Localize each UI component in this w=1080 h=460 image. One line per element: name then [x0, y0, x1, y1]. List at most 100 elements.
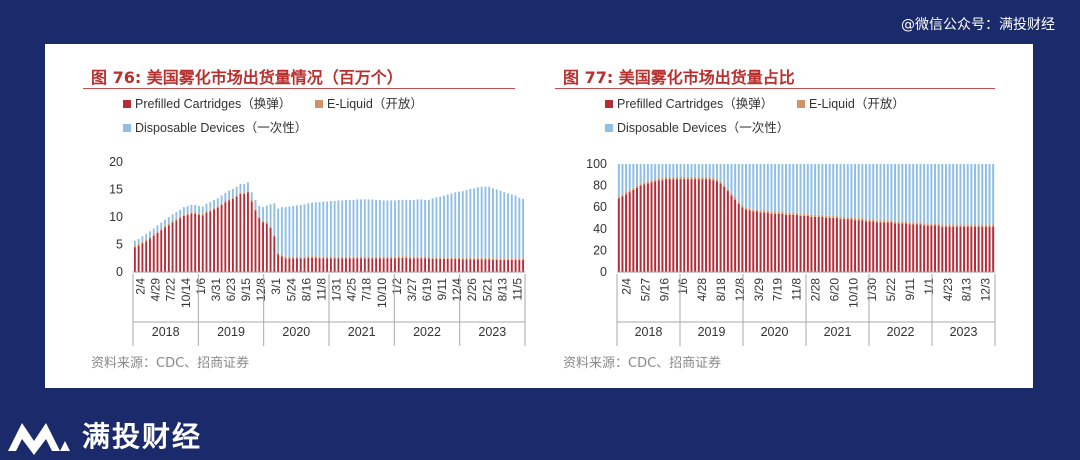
bar-disposable-devices-85 — [454, 192, 457, 258]
x-tick-label-19: 12/3 — [979, 278, 993, 302]
bar-e-liquid-40 — [284, 256, 287, 259]
bar-e-liquid-11 — [657, 178, 660, 181]
bar-e-liquid-36 — [269, 226, 272, 228]
bar-disposable-devices-80 — [435, 197, 438, 258]
y-tick-label-5: 100 — [586, 157, 607, 171]
bar-prefilled-cartridges-23 — [701, 179, 704, 272]
bar-prefilled-cartridges-62 — [367, 258, 370, 272]
bar-e-liquid-3 — [628, 189, 631, 193]
bar-e-liquid-25 — [708, 176, 711, 180]
bar-prefilled-cartridges-102 — [518, 259, 521, 272]
bar-e-liquid-62 — [843, 216, 846, 220]
bar-e-liquid-43 — [296, 256, 298, 259]
bar-e-liquid-42 — [292, 256, 295, 259]
bar-disposable-devices-15 — [190, 204, 193, 213]
bar-disposable-devices-53 — [810, 164, 813, 215]
bar-prefilled-cartridges-24 — [705, 179, 708, 272]
bar-e-liquid-0 — [133, 245, 136, 248]
bar-disposable-devices-32 — [734, 164, 737, 198]
bar-disposable-devices-103 — [992, 164, 995, 225]
bar-e-liquid-50 — [322, 256, 325, 259]
bar-prefilled-cartridges-19 — [205, 212, 208, 272]
bar-prefilled-cartridges-55 — [817, 216, 820, 272]
year-label-5: 2023 — [478, 325, 506, 339]
bar-prefilled-cartridges-72 — [405, 257, 408, 272]
bar-e-liquid-102 — [988, 224, 991, 227]
watermark-wechat: @微信公众号：满投财经 — [901, 17, 1055, 33]
bar-e-liquid-90 — [944, 224, 947, 227]
bar-e-liquid-84 — [450, 257, 453, 259]
bar-prefilled-cartridges-21 — [213, 209, 215, 272]
bar-disposable-devices-98 — [503, 192, 506, 259]
bar-prefilled-cartridges-81 — [912, 224, 915, 272]
bar-disposable-devices-99 — [507, 193, 509, 259]
bar-prefilled-cartridges-85 — [454, 258, 457, 272]
bar-e-liquid-93 — [955, 224, 958, 227]
bar-e-liquid-15 — [190, 212, 193, 214]
bar-e-liquid-7 — [160, 228, 163, 231]
bar-prefilled-cartridges-38 — [755, 211, 758, 272]
bar-e-liquid-67 — [861, 218, 864, 221]
bar-prefilled-cartridges-90 — [944, 226, 947, 272]
bar-disposable-devices-67 — [861, 164, 864, 218]
bar-prefilled-cartridges-16 — [194, 213, 197, 272]
bar-prefilled-cartridges-69 — [394, 258, 396, 272]
bar-prefilled-cartridges-76 — [420, 258, 423, 272]
bar-e-liquid-26 — [712, 178, 715, 181]
legend-swatch-1 — [797, 100, 805, 108]
bar-disposable-devices-26 — [231, 188, 234, 198]
bar-disposable-devices-63 — [846, 164, 849, 217]
bar-prefilled-cartridges-13 — [182, 215, 185, 272]
bar-prefilled-cartridges-22 — [216, 207, 219, 272]
bar-prefilled-cartridges-14 — [186, 214, 189, 272]
figure-frame: 图 76: 美国雾化市场出货量情况（百万个） Prefilled Cartrid… — [45, 44, 1033, 388]
bar-disposable-devices-69 — [394, 200, 396, 257]
bar-e-liquid-57 — [348, 256, 351, 259]
bar-prefilled-cartridges-68 — [864, 221, 867, 272]
x-tick-label-23: 5/21 — [480, 278, 494, 302]
bar-disposable-devices-102 — [988, 164, 991, 225]
bar-prefilled-cartridges-98 — [503, 259, 506, 272]
bar-e-liquid-78 — [901, 221, 904, 224]
bar-e-liquid-82 — [443, 257, 445, 259]
bar-e-liquid-15 — [672, 176, 675, 180]
bar-e-liquid-47 — [311, 256, 313, 258]
bar-e-liquid-52 — [329, 256, 332, 259]
bar-e-liquid-58 — [352, 256, 355, 259]
bar-e-liquid-103 — [992, 224, 995, 227]
bar-disposable-devices-91 — [476, 187, 479, 258]
bar-e-liquid-23 — [220, 203, 223, 205]
bar-prefilled-cartridges-6 — [156, 232, 159, 272]
legend-swatch-0 — [123, 100, 131, 108]
bar-prefilled-cartridges-13 — [665, 179, 668, 272]
legend-label-0: Prefilled Cartridges（换弹） — [617, 97, 773, 111]
bar-disposable-devices-21 — [694, 164, 697, 177]
bar-prefilled-cartridges-84 — [450, 258, 453, 272]
bar-prefilled-cartridges-82 — [915, 224, 918, 272]
bar-e-liquid-94 — [959, 224, 962, 227]
bar-disposable-devices-28 — [239, 184, 242, 193]
bar-e-liquid-101 — [514, 258, 517, 260]
bar-e-liquid-6 — [639, 183, 642, 186]
bar-disposable-devices-35 — [265, 205, 268, 222]
bar-e-liquid-8 — [646, 181, 649, 184]
bar-e-liquid-64 — [850, 216, 853, 220]
bar-disposable-devices-38 — [277, 208, 280, 253]
bar-e-liquid-41 — [288, 256, 291, 259]
bar-disposable-devices-55 — [817, 164, 820, 215]
bar-disposable-devices-56 — [821, 164, 824, 215]
bar-disposable-devices-65 — [378, 199, 381, 257]
bar-e-liquid-33 — [737, 201, 740, 204]
bar-e-liquid-30 — [247, 190, 249, 193]
bar-disposable-devices-93 — [484, 186, 487, 258]
bar-disposable-devices-34 — [262, 207, 264, 221]
bar-e-liquid-69 — [394, 256, 396, 259]
bar-prefilled-cartridges-54 — [814, 216, 817, 272]
x-tick-label-15: 7/18 — [360, 278, 374, 302]
x-tick-label-7: 9/15 — [239, 278, 253, 302]
bar-prefilled-cartridges-73 — [409, 258, 411, 272]
bar-prefilled-cartridges-6 — [639, 185, 642, 272]
x-tick-label-0: 2/4 — [134, 278, 148, 295]
bar-prefilled-cartridges-52 — [329, 258, 332, 272]
bar-disposable-devices-7 — [160, 222, 163, 229]
